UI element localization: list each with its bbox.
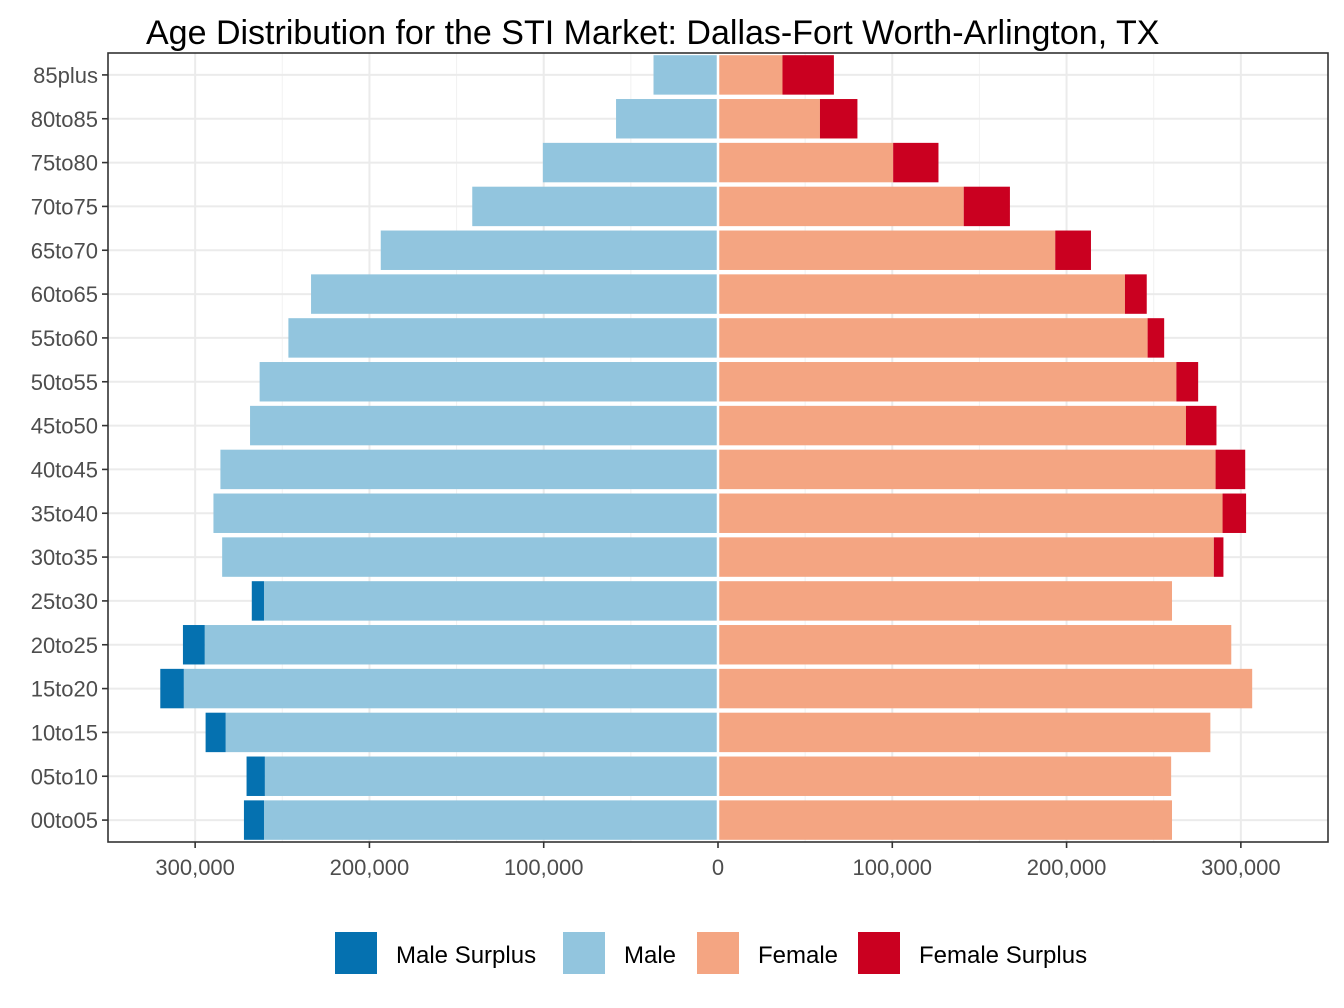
y-tick-label: 65to70 <box>31 238 98 263</box>
female-bar <box>718 581 1173 621</box>
x-tick-label: 200,000 <box>330 855 410 880</box>
female-surplus-bar <box>1055 230 1091 270</box>
male-bar <box>213 493 718 533</box>
female-bar <box>718 493 1223 533</box>
x-tick-label: 100,000 <box>504 855 584 880</box>
x-tick-label: 300,000 <box>1201 855 1281 880</box>
y-tick-label: 15to20 <box>31 677 98 702</box>
x-tick-label: 0 <box>712 855 724 880</box>
axes: 00to05 05to10 10to15 15to20 20to25 25to30 30to… <box>31 63 1281 880</box>
female-surplus-bar <box>782 55 834 95</box>
legend-label: Female Surplus <box>919 942 1087 969</box>
female-bar <box>718 800 1173 840</box>
x-tick-label: 300,000 <box>155 855 235 880</box>
y-tick-label: 40to45 <box>31 457 98 482</box>
female-bar <box>718 274 1125 314</box>
male-bar <box>311 274 718 314</box>
x-tick-label: 100,000 <box>853 855 933 880</box>
female-surplus-bar <box>1215 449 1246 490</box>
y-tick-label: 85plus <box>33 63 98 88</box>
female-bar <box>718 537 1214 577</box>
legend-label: Male Surplus <box>396 942 536 969</box>
male-bar <box>263 581 718 621</box>
legend-swatch <box>335 932 377 974</box>
female-bar <box>718 186 964 227</box>
male-bar <box>472 186 718 227</box>
y-tick-label: 60to65 <box>31 282 98 307</box>
male-bar <box>225 712 718 753</box>
female-bar <box>718 142 894 183</box>
female-bar <box>718 449 1216 490</box>
y-tick-label: 55to60 <box>31 326 98 351</box>
male-bar <box>250 405 719 446</box>
y-tick-label: 25to30 <box>31 589 98 614</box>
legend-swatch <box>697 932 739 974</box>
y-tick-label: 05to10 <box>31 764 98 789</box>
y-tick-label: 20to25 <box>31 633 98 658</box>
female-bar <box>718 625 1232 665</box>
female-bar <box>718 318 1148 358</box>
female-surplus-bar <box>1147 318 1165 358</box>
y-tick-label: 10to15 <box>31 720 98 745</box>
y-tick-label: 70to75 <box>31 194 98 219</box>
y-tick-label: 45to50 <box>31 414 98 439</box>
male-bar <box>616 99 718 139</box>
female-surplus-bar <box>1124 274 1147 314</box>
chart-title: Age Distribution for the STI Market: Dal… <box>146 14 1159 52</box>
y-tick-label: 35to40 <box>31 501 98 526</box>
female-bar <box>718 668 1253 709</box>
male-surplus-bar <box>160 668 184 709</box>
male-bar <box>263 800 718 840</box>
male-surplus-bar <box>246 756 265 796</box>
female-surplus-bar <box>819 99 858 139</box>
female-bar <box>718 712 1211 753</box>
male-surplus-bar <box>243 800 264 840</box>
male-bar <box>220 449 718 490</box>
female-surplus-bar <box>1185 405 1217 446</box>
legend: Male Surplus Male Female Female Surplus <box>335 932 1087 974</box>
y-tick-label: 50to55 <box>31 370 98 395</box>
legend-swatch <box>858 932 900 974</box>
legend-label: Male <box>624 942 676 969</box>
female-bar <box>718 362 1177 402</box>
y-tick-label: 75to80 <box>31 151 98 176</box>
male-bar <box>264 756 718 796</box>
female-bar <box>718 405 1186 446</box>
female-surplus-bar <box>1176 362 1199 402</box>
female-bar <box>718 230 1056 270</box>
male-bar <box>183 668 719 709</box>
male-surplus-bar <box>251 581 264 621</box>
legend-swatch <box>563 932 605 974</box>
male-bar <box>222 537 718 577</box>
female-bar <box>718 756 1172 796</box>
y-tick-label: 00to05 <box>31 808 98 833</box>
panel-border <box>107 52 1329 843</box>
male-bar <box>542 142 718 183</box>
male-bar <box>259 362 718 402</box>
male-bar <box>204 625 718 665</box>
male-bar <box>380 230 718 270</box>
male-surplus-bar <box>205 712 226 753</box>
male-surplus-bar <box>182 625 205 665</box>
legend-label: Female <box>758 942 838 969</box>
female-bar <box>718 55 783 95</box>
y-tick-label: 80to85 <box>31 107 98 132</box>
male-bar <box>288 318 718 358</box>
male-bar <box>653 55 718 95</box>
female-surplus-bar <box>893 142 939 183</box>
female-surplus-bar <box>963 186 1010 227</box>
female-surplus-bar <box>1213 537 1224 577</box>
x-tick-label: 200,000 <box>1027 855 1107 880</box>
female-surplus-bar <box>1222 493 1247 533</box>
female-bar <box>718 99 820 139</box>
y-tick-label: 30to35 <box>31 545 98 570</box>
bars <box>160 53 1253 842</box>
